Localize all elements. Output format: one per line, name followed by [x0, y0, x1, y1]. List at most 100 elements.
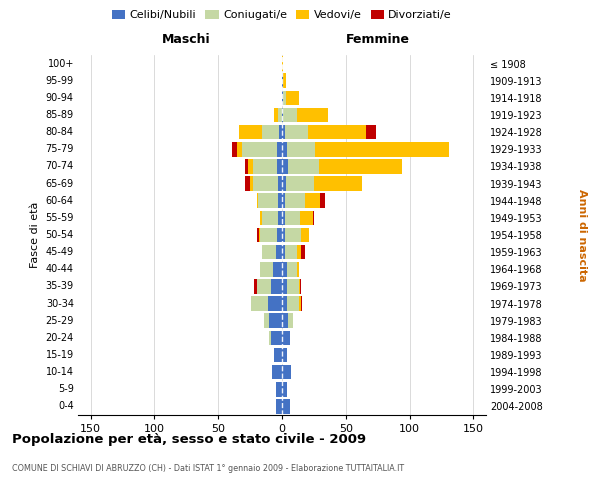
Bar [232, 142, 238, 156]
Bar [271, 279, 282, 293]
Bar [248, 159, 253, 174]
Bar [260, 210, 262, 225]
Bar [254, 279, 257, 293]
Bar [275, 245, 282, 260]
Bar [282, 194, 284, 208]
Bar [260, 262, 273, 276]
Text: Popolazione per età, sesso e stato civile - 2009: Popolazione per età, sesso e stato civil… [12, 432, 366, 446]
Bar [253, 159, 277, 174]
Bar [283, 74, 286, 88]
Bar [299, 279, 300, 293]
Bar [250, 176, 253, 191]
Bar [282, 365, 291, 380]
Bar [283, 108, 298, 122]
Bar [282, 159, 289, 174]
Bar [282, 210, 284, 225]
Bar [366, 125, 376, 140]
Bar [282, 108, 283, 122]
Bar [286, 176, 314, 191]
Bar [253, 176, 278, 191]
Bar [269, 314, 282, 328]
Bar [239, 125, 262, 140]
Bar [319, 159, 402, 174]
Bar [308, 125, 366, 140]
Bar [282, 56, 283, 71]
Bar [272, 365, 282, 380]
Bar [282, 176, 286, 191]
Bar [282, 330, 290, 345]
Bar [238, 142, 242, 156]
Bar [301, 228, 309, 242]
Bar [284, 245, 298, 260]
Legend: Celibi/Nubili, Coniugati/e, Vedovi/e, Divorziati/e: Celibi/Nubili, Coniugati/e, Vedovi/e, Di… [107, 6, 457, 25]
Bar [284, 125, 308, 140]
Bar [257, 194, 258, 208]
Bar [315, 142, 449, 156]
Bar [273, 262, 282, 276]
Bar [283, 90, 286, 105]
Bar [251, 296, 268, 311]
Bar [278, 108, 282, 122]
Bar [282, 245, 284, 260]
Bar [286, 90, 299, 105]
Bar [262, 245, 275, 260]
Bar [282, 314, 289, 328]
Bar [277, 142, 282, 156]
Bar [300, 279, 301, 293]
Y-axis label: Fasce di età: Fasce di età [30, 202, 40, 268]
Bar [284, 194, 305, 208]
Text: COMUNE DI SCHIAVI DI ABRUZZO (CH) - Dati ISTAT 1° gennaio 2009 - Elaborazione TU: COMUNE DI SCHIAVI DI ABRUZZO (CH) - Dati… [12, 464, 404, 473]
Bar [298, 262, 299, 276]
Bar [314, 176, 362, 191]
Bar [245, 159, 248, 174]
Bar [271, 330, 282, 345]
Bar [262, 210, 278, 225]
Bar [257, 279, 271, 293]
Bar [320, 194, 325, 208]
Bar [275, 382, 282, 396]
Bar [299, 296, 301, 311]
Bar [274, 348, 282, 362]
Bar [277, 228, 282, 242]
Bar [264, 314, 269, 328]
Bar [282, 279, 287, 293]
Bar [298, 245, 301, 260]
Bar [284, 210, 300, 225]
Bar [287, 279, 299, 293]
Text: Maschi: Maschi [162, 34, 211, 46]
Bar [245, 176, 250, 191]
Bar [313, 210, 314, 225]
Bar [274, 108, 278, 122]
Bar [282, 296, 287, 311]
Bar [258, 194, 278, 208]
Bar [282, 125, 284, 140]
Bar [242, 142, 277, 156]
Bar [289, 159, 319, 174]
Bar [282, 142, 287, 156]
Bar [282, 348, 287, 362]
Bar [260, 228, 277, 242]
Bar [282, 399, 290, 413]
Bar [287, 296, 299, 311]
Y-axis label: Anni di nascita: Anni di nascita [577, 188, 587, 282]
Bar [259, 228, 260, 242]
Bar [275, 399, 282, 413]
Bar [278, 176, 282, 191]
Bar [301, 296, 302, 311]
Bar [282, 74, 283, 88]
Bar [257, 228, 259, 242]
Bar [287, 142, 315, 156]
Bar [298, 108, 328, 122]
Bar [301, 245, 305, 260]
Bar [282, 382, 287, 396]
Bar [287, 262, 298, 276]
Bar [284, 228, 301, 242]
Bar [289, 314, 293, 328]
Bar [278, 210, 282, 225]
Bar [268, 296, 282, 311]
Bar [305, 194, 320, 208]
Bar [282, 90, 283, 105]
Bar [269, 330, 271, 345]
Bar [282, 262, 287, 276]
Bar [262, 125, 280, 140]
